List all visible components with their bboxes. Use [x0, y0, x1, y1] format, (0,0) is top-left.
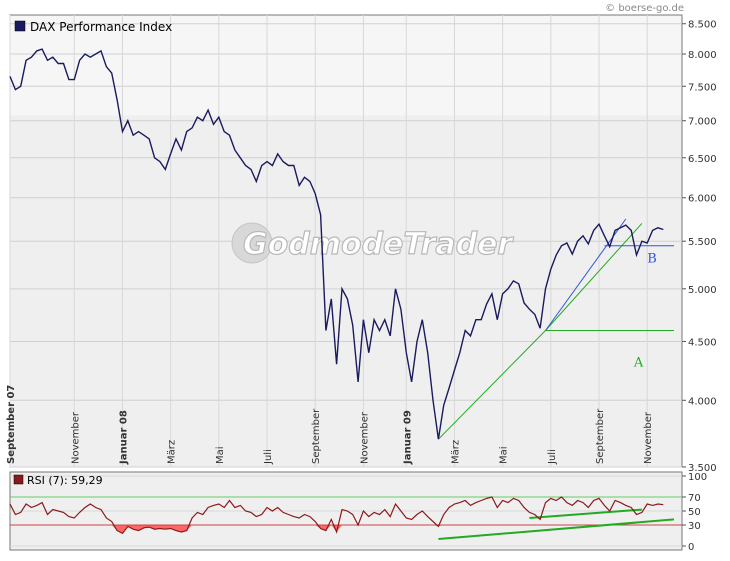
rsi-legend: RSI (7): 59,29	[13, 474, 103, 487]
price-y-tick-label: 6.500	[688, 154, 717, 165]
price-y-tick-label: 5.000	[688, 285, 717, 296]
price-x-tick-label: Juli	[263, 449, 274, 465]
price-x-tick-label: März	[167, 440, 178, 464]
price-y-tick-label: 6.000	[688, 194, 717, 205]
price-y-tick-label: 4.500	[688, 337, 717, 348]
price-x-tick-label: Mai	[215, 446, 226, 464]
rsi-y-axis-ticks: 100 70 50 30 0	[682, 472, 707, 553]
price-legend-swatch	[14, 20, 26, 32]
rsi-trend-1-line	[438, 518, 675, 540]
annotation-b: B	[647, 252, 657, 267]
price-x-tick-label: Juli	[547, 449, 558, 465]
price-x-tick-label: September	[311, 408, 322, 464]
price-y-tick-label: 4.000	[688, 396, 717, 407]
rsi-trendlines	[438, 508, 675, 540]
dax-price-series-line	[9, 48, 664, 440]
rsi-y-tick-label: 0	[688, 542, 694, 553]
rsi-legend-label: RSI (7): 59,29	[27, 474, 103, 487]
price-x-tick-label: September	[595, 408, 606, 464]
rsi-reference-lines	[10, 496, 682, 526]
rsi-y-tick-label: 70	[688, 493, 701, 504]
rsi-panel: 100 70 50 30 0 RSI (7): 59,29	[9, 471, 707, 553]
rsi-series-line	[9, 496, 664, 535]
price-panel: GodmodeTrader BA 8.5008.0007.5007.0006.5…	[6, 14, 717, 474]
price-x-tick-label: Januar 08	[118, 410, 129, 465]
price-y-axis-ticks: 8.500 8.000 7.500 7.000 6.500 6.000 5.500 5.000…	[682, 20, 717, 474]
price-y-tick-label: 8.000	[688, 50, 717, 61]
price-y-tick-label: 5.500	[688, 237, 717, 248]
rsi-legend-swatch	[13, 474, 24, 485]
rsi-y-tick-label: 50	[688, 507, 701, 518]
price-x-tick-label: November	[359, 411, 370, 464]
price-y-tick-label: 8.500	[688, 20, 717, 31]
rsi-trend-2-line	[529, 508, 642, 519]
price-x-tick-label: November	[643, 411, 654, 464]
price-x-tick-label: Januar 09	[402, 410, 413, 465]
price-x-tick-label: September 07	[6, 385, 17, 464]
watermark-text: GodmodeTrader	[243, 227, 514, 262]
price-legend: DAX Performance Index	[14, 20, 172, 34]
price-annotations: BA	[633, 252, 657, 371]
watermark-logo-circle	[231, 222, 273, 264]
price-legend-label: DAX Performance Index	[30, 20, 172, 34]
price-x-axis-ticks: September 07 November Januar 08 März Mai Juli…	[6, 385, 654, 465]
price-y-tick-label: 7.000	[688, 117, 717, 128]
rsi-y-tick-label: 30	[688, 521, 701, 532]
rsi-oversold-fill	[10, 525, 664, 534]
price-y-tick-label: 3.500	[688, 463, 717, 474]
price-x-tick-label: Mai	[499, 446, 510, 464]
watermark-logo: GodmodeTrader	[231, 222, 515, 264]
price-x-gridlines	[9, 15, 648, 467]
price-y-tick-label: 7.500	[688, 82, 717, 93]
credit-text: © boerse-go.de	[605, 3, 684, 14]
annotation-a: A	[633, 355, 644, 370]
rsi-y-tick-label: 100	[688, 472, 707, 483]
price-x-tick-label: November	[70, 411, 81, 464]
price-x-tick-label: März	[450, 440, 461, 464]
